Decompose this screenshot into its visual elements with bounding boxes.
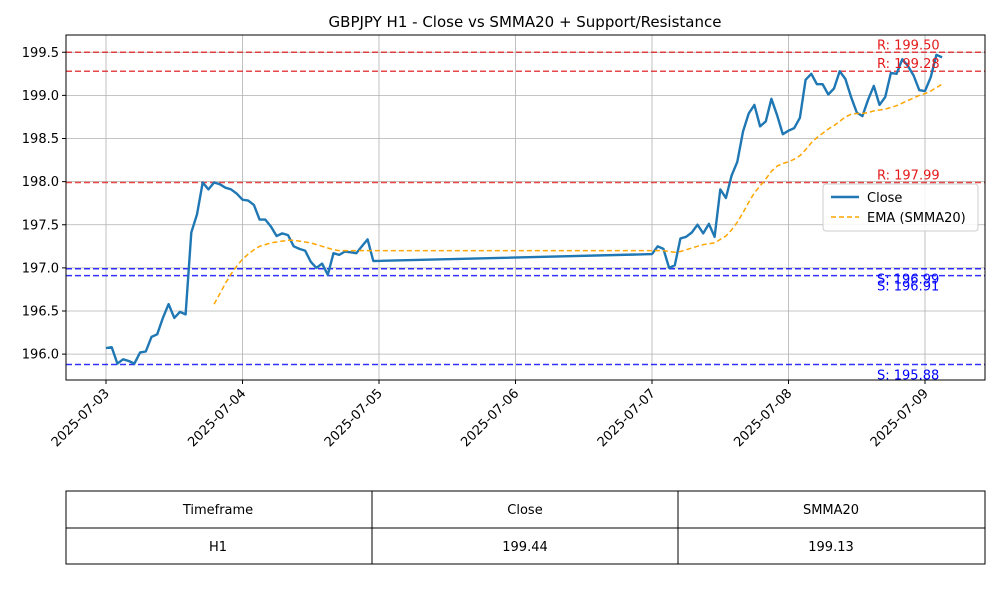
resistance-level-label: R: 197.99 bbox=[877, 168, 940, 183]
support-level-label: S: 195.88 bbox=[877, 368, 939, 383]
table-header-close: Close bbox=[507, 503, 542, 518]
table-cell-timeframe: H1 bbox=[209, 540, 227, 555]
chart-title: GBPJPY H1 - Close vs SMMA20 + Support/Re… bbox=[329, 13, 722, 31]
x-tick-label: 2025-07-05 bbox=[322, 386, 386, 450]
legend-label-smma20: EMA (SMMA20) bbox=[867, 211, 966, 226]
y-tick-label: 196.0 bbox=[22, 348, 59, 363]
table-header-timeframe: Timeframe bbox=[182, 503, 253, 518]
x-tick-label: 2025-07-04 bbox=[185, 386, 249, 450]
summary-table: Timeframe Close SMMA20 H1 199.44 199.13 bbox=[65, 490, 986, 565]
level-labels-layer: R: 199.50R: 199.28R: 197.99S: 196.99S: 1… bbox=[877, 38, 940, 383]
support-level-label: S: 196.91 bbox=[877, 280, 939, 295]
y-tick-label: 199.0 bbox=[22, 89, 59, 104]
table-header-smma20: SMMA20 bbox=[803, 503, 859, 518]
table-cell-close: 199.44 bbox=[502, 540, 548, 555]
legend-box bbox=[822, 183, 979, 232]
plot-frame bbox=[65, 34, 986, 381]
x-tick-label: 2025-07-09 bbox=[868, 386, 932, 450]
y-tick-label: 199.5 bbox=[22, 46, 59, 61]
y-tick-label: 198.0 bbox=[22, 175, 59, 190]
support-level-label: S: 196.99 bbox=[877, 273, 939, 288]
y-axis: 196.0 196.5 197.0 197.5 198.0 198.5 199.0 199.5 bbox=[22, 46, 66, 363]
resistance-level-label: R: 199.28 bbox=[877, 57, 940, 72]
table-cell-smma20: 199.13 bbox=[808, 540, 854, 555]
x-tick-label: 2025-07-06 bbox=[458, 386, 522, 450]
legend: Close EMA (SMMA20) bbox=[822, 183, 979, 232]
resistance-level-label: R: 199.50 bbox=[877, 38, 940, 53]
y-tick-label: 198.5 bbox=[22, 132, 59, 147]
series-line-close bbox=[105, 53, 943, 365]
series-line-smma20 bbox=[213, 83, 943, 305]
series-layer bbox=[105, 53, 943, 365]
x-tick-label: 2025-07-08 bbox=[731, 386, 795, 450]
x-tick-label: 2025-07-03 bbox=[49, 386, 113, 450]
support-resistance-layer bbox=[66, 51, 985, 366]
x-axis: 2025-07-03 2025-07-04 2025-07-05 2025-07-06… bbox=[49, 380, 932, 450]
y-tick-label: 197.0 bbox=[22, 261, 59, 276]
x-tick-label: 2025-07-07 bbox=[595, 386, 659, 450]
legend-label-close: Close bbox=[867, 191, 902, 206]
y-tick-label: 196.5 bbox=[22, 305, 59, 320]
y-tick-label: 197.5 bbox=[22, 218, 59, 233]
